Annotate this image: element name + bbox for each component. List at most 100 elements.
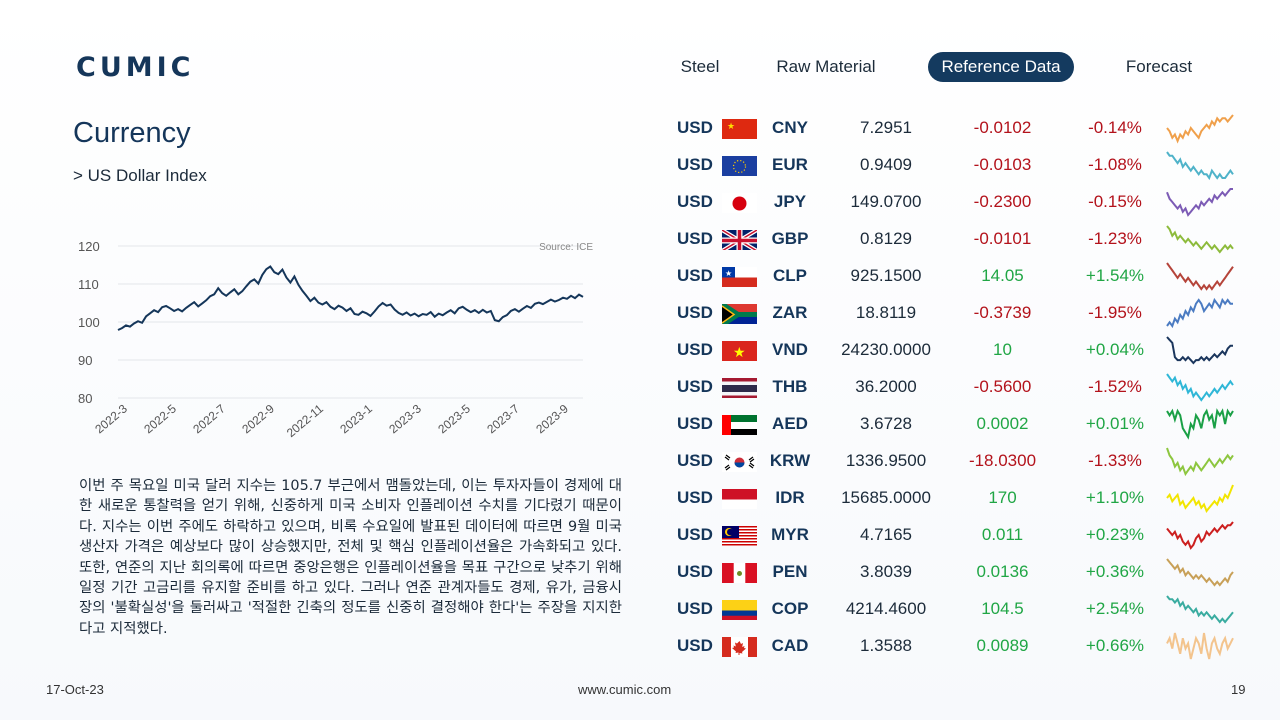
vietnam-flag-icon: ★ — [722, 340, 757, 361]
chile-flag-icon: ★ — [722, 266, 757, 287]
rate-change: -0.0102 — [973, 118, 1032, 137]
base-currency: USD — [677, 599, 713, 618]
currency-code: CLP — [773, 266, 807, 285]
x-tick-label: 2023-9 — [533, 401, 571, 436]
sparkline-cny — [1165, 111, 1235, 145]
currency-row-aed: USD AED 3.6728 0.0002 +0.01% — [670, 407, 1270, 441]
footer-date: 17-Oct-23 — [46, 682, 104, 697]
sparkline-thb — [1165, 370, 1235, 404]
canada-flag-icon — [722, 636, 757, 657]
exchange-rate: 3.8039 — [860, 562, 912, 581]
currency-code: ZAR — [772, 303, 808, 322]
base-currency: USD — [677, 303, 713, 322]
rate-change: 10 — [993, 340, 1012, 359]
rate-change-percent: -1.23% — [1088, 229, 1142, 248]
sparkline-line — [1166, 558, 1234, 587]
sparkline-pen — [1165, 555, 1235, 589]
sparkline-cad — [1165, 629, 1235, 663]
currency-code: GBP — [771, 229, 809, 248]
commentary-paragraph: 이번 주 목요일 미국 달러 지수는 105.7 부근에서 맴돌았는데, 이는 … — [79, 478, 622, 637]
rate-change-percent: +0.66% — [1085, 636, 1145, 655]
currency-row-clp: USD ★ CLP 925.1500 14.05 +1.54% — [670, 259, 1270, 293]
rate-change-percent: +1.10% — [1085, 488, 1145, 507]
currency-row-vnd: USD ★ VND 24230.0000 10 +0.04% — [670, 333, 1270, 367]
currency-row-jpy: USD JPY 149.0700 -0.2300 -0.15% — [670, 185, 1270, 219]
currency-code: PEN — [772, 562, 808, 581]
base-currency: USD — [677, 414, 713, 433]
rate-change-percent: -0.14% — [1088, 118, 1142, 137]
currency-code: COP — [771, 599, 809, 618]
base-currency: USD — [677, 192, 713, 211]
japan-flag-icon — [722, 192, 757, 213]
currency-code: CNY — [772, 118, 808, 137]
svg-text:★: ★ — [725, 269, 732, 278]
currency-row-zar: USD ZAR 18.8119 -0.3739 -1.95% — [670, 296, 1270, 330]
rate-change-percent: +0.36% — [1085, 562, 1145, 581]
sparkline-line — [1166, 336, 1233, 365]
base-currency: USD — [677, 377, 713, 396]
svg-text:★: ★ — [733, 344, 746, 360]
y-tick-label: 120 — [78, 239, 100, 254]
x-tick-label: 2022-5 — [141, 401, 179, 436]
south-africa-flag-icon — [722, 303, 757, 324]
footer-url[interactable]: www.cumic.com — [578, 682, 672, 697]
rate-change-percent: -1.33% — [1088, 451, 1142, 470]
rate-change: -0.0101 — [973, 229, 1032, 248]
uae-flag-icon — [722, 414, 757, 435]
base-currency: USD — [677, 562, 713, 581]
thailand-flag-icon — [722, 377, 757, 398]
x-tick-label: 2023-7 — [484, 401, 522, 436]
sparkline-krw — [1165, 444, 1235, 478]
colombia-flag-icon — [722, 599, 757, 620]
base-currency: USD — [677, 451, 713, 470]
exchange-rate: 1.3588 — [860, 636, 912, 655]
rate-change-percent: -0.15% — [1088, 192, 1142, 211]
rate-change-percent: -1.95% — [1088, 303, 1142, 322]
base-currency: USD — [677, 118, 713, 137]
sparkline-line — [1166, 151, 1234, 181]
rate-change: 0.0089 — [976, 636, 1029, 655]
series-line-us-dollar-index — [117, 265, 584, 331]
page-subtitle: > US Dollar Index — [73, 166, 207, 185]
currency-row-thb: USD THB 36.2000 -0.5600 -1.52% — [670, 370, 1270, 404]
exchange-rate: 0.9409 — [860, 155, 912, 174]
tab-raw-material[interactable]: Raw Material — [776, 57, 876, 76]
rate-change: 170 — [988, 488, 1017, 507]
currency-code: JPY — [773, 192, 807, 211]
exchange-rate: 1336.9500 — [845, 451, 927, 470]
sparkline-line — [1166, 521, 1234, 550]
sparkline-aed — [1165, 407, 1235, 441]
rate-change: 104.5 — [981, 599, 1024, 618]
rate-change: 0.011 — [981, 525, 1024, 544]
y-tick-label: 110 — [78, 277, 99, 292]
svg-text:★: ★ — [727, 121, 735, 131]
rate-change: -0.5600 — [973, 377, 1032, 396]
exchange-rate: 18.8119 — [855, 303, 917, 322]
us-dollar-index-chart: 120 110 100 90 80 Source: ICE 2022-3 2022-5 2022… — [78, 239, 593, 440]
page-title: Currency — [73, 117, 191, 149]
sparkline-line — [1166, 595, 1234, 624]
base-currency: USD — [677, 340, 713, 359]
base-currency: USD — [677, 155, 713, 174]
malaysia-flag-icon — [722, 525, 757, 546]
currency-code: THB — [772, 377, 808, 396]
tab-reference-data[interactable]: Reference Data — [928, 52, 1074, 82]
base-currency: USD — [677, 229, 713, 248]
exchange-rate: 925.1500 — [850, 266, 922, 285]
korea-flag-icon — [722, 451, 757, 472]
page-number: 19 — [1231, 682, 1246, 697]
indonesia-flag-icon — [722, 488, 757, 509]
sparkline-jpy — [1165, 185, 1235, 219]
exchange-rate: 4214.4600 — [845, 599, 927, 618]
peru-flag-icon — [722, 562, 757, 583]
x-tick-label: 2023-3 — [386, 401, 424, 436]
base-currency: USD — [677, 525, 713, 544]
rate-change-percent: +2.54% — [1085, 599, 1145, 618]
tab-forecast[interactable]: Forecast — [1125, 57, 1193, 76]
currency-row-cop: USD COP 4214.4600 104.5 +2.54% — [670, 592, 1270, 626]
rate-change: 0.0136 — [976, 562, 1029, 581]
y-tick-label: 90 — [78, 353, 92, 368]
currency-row-idr: USD IDR 15685.0000 170 +1.10% — [670, 481, 1270, 515]
tab-steel[interactable]: Steel — [680, 57, 720, 76]
sparkline-zar — [1165, 296, 1235, 330]
